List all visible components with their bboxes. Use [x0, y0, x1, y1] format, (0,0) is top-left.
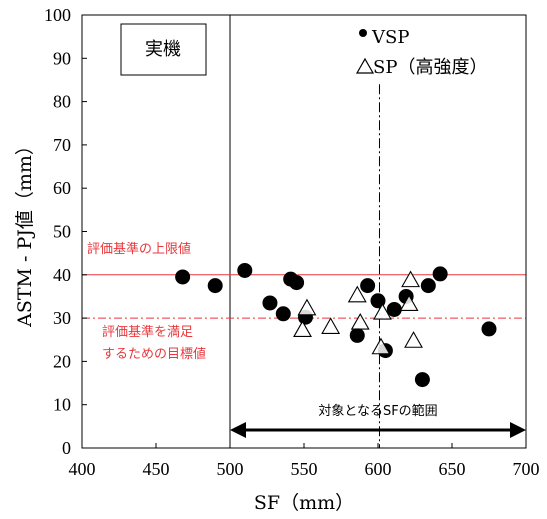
x-tick-label: 450	[143, 459, 170, 479]
range-arrow-left-head	[230, 422, 246, 438]
upper-limit-label: 評価基準の上限値	[87, 241, 191, 257]
vsp-point	[420, 278, 436, 294]
y-tick-label: 60	[53, 178, 71, 198]
vsp-point	[207, 278, 223, 294]
y-tick-label: 40	[53, 265, 71, 285]
x-tick-label: 600	[365, 459, 392, 479]
y-tick-label: 20	[53, 351, 71, 371]
legend-sp-marker	[355, 57, 375, 74]
vsp-point	[275, 306, 291, 322]
x-tick-label: 650	[439, 459, 466, 479]
data-points	[175, 262, 497, 388]
vsp-point	[386, 301, 402, 317]
machine-label: 実機	[145, 39, 181, 60]
y-tick-label: 100	[44, 5, 71, 25]
y-tick-label: 70	[53, 135, 71, 155]
target-label-line2: するための目標値	[102, 346, 206, 362]
vsp-point	[262, 295, 278, 311]
range-arrow-label: 対象となるSFの範囲	[318, 404, 437, 419]
y-tick-label: 80	[53, 92, 71, 112]
sp-point	[371, 337, 391, 355]
x-tick-label: 500	[217, 459, 244, 479]
x-tick-label: 700	[513, 459, 540, 479]
range-arrow-right-head	[510, 422, 526, 438]
x-tick-label: 400	[69, 459, 96, 479]
vsp-point	[414, 372, 430, 388]
y-tick-label: 30	[53, 308, 71, 328]
sp-point	[347, 285, 367, 303]
y-axis-title: ASTM - PJ値（mm）	[14, 136, 36, 328]
vsp-point	[432, 266, 448, 282]
reference-lines	[82, 15, 526, 448]
sp-point	[401, 270, 421, 288]
vsp-point	[175, 269, 191, 285]
vsp-point	[481, 321, 497, 337]
vsp-point	[349, 327, 365, 343]
sp-point	[350, 312, 370, 330]
y-tick-label: 0	[62, 438, 71, 458]
plot-frame	[81, 14, 527, 449]
machine-label-box	[120, 23, 207, 76]
y-tick-label: 90	[53, 48, 71, 68]
x-axis-title: SF（mm）	[254, 492, 354, 514]
legend-sp-label: SP（高強度）	[373, 57, 487, 78]
y-tick-label: 10	[53, 395, 71, 415]
legend-vsp-label: VSP	[371, 27, 409, 48]
annotations: 実機 VSP SP（高強度） 評価基準の上限値評価基準を満足するための目標値対象となる…	[87, 23, 526, 438]
sp-point	[297, 298, 317, 316]
sp-point	[293, 320, 312, 337]
y-tick-label: 50	[53, 222, 71, 242]
target-label-line1: 評価基準を満足	[102, 324, 193, 340]
x-tick-label: 550	[291, 459, 318, 479]
sp-point	[399, 294, 419, 311]
sp-point	[372, 302, 392, 320]
axes: 400 450 500 550 600 650 700 0 10 20 30 40 50 60 70 80 90…	[14, 5, 540, 514]
vsp-point	[289, 275, 305, 291]
sp-point	[404, 331, 423, 348]
legend-vsp-marker	[359, 29, 367, 37]
sp-point	[321, 317, 341, 334]
vsp-point	[237, 262, 253, 278]
vsp-point	[360, 278, 376, 294]
vsp-point	[370, 293, 386, 309]
